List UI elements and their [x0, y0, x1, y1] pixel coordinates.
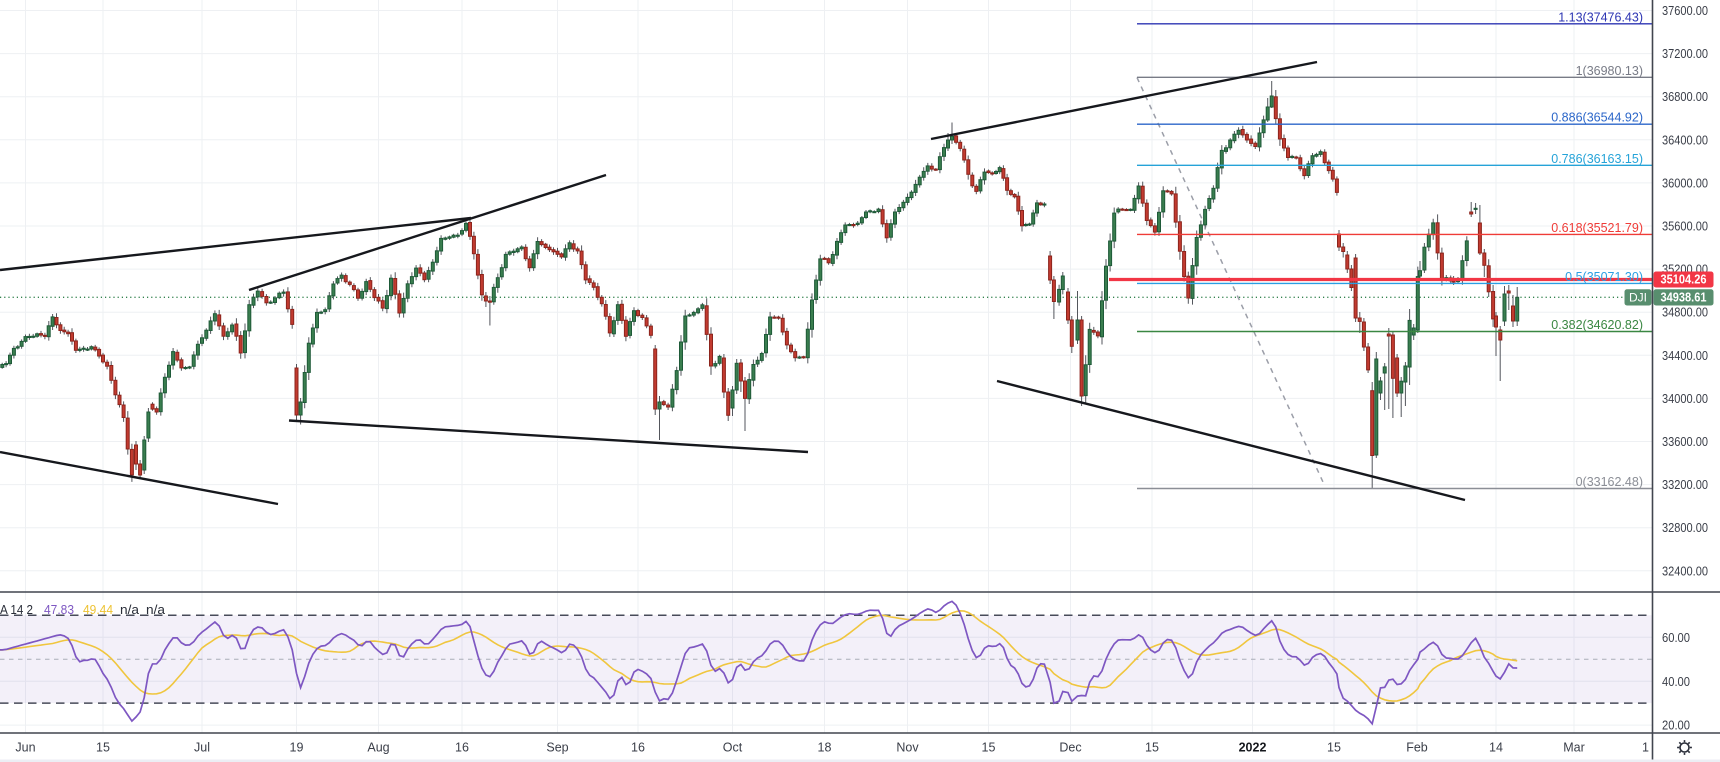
svg-text:Feb: Feb: [1406, 741, 1428, 755]
svg-text:0.786(36163.15): 0.786(36163.15): [1551, 152, 1643, 166]
svg-text:1: 1: [1642, 741, 1649, 755]
svg-text:40.00: 40.00: [1662, 675, 1690, 689]
svg-text:37200.00: 37200.00: [1662, 47, 1708, 61]
svg-text:32800.00: 32800.00: [1662, 521, 1708, 535]
svg-text:32400.00: 32400.00: [1662, 564, 1708, 578]
svg-text:2022: 2022: [1239, 741, 1267, 755]
svg-text:36400.00: 36400.00: [1662, 133, 1708, 147]
svg-text:1.13(37476.43): 1.13(37476.43): [1558, 10, 1643, 24]
svg-text:Jun: Jun: [15, 741, 35, 755]
svg-text:0.382(34620.82): 0.382(34620.82): [1551, 318, 1643, 332]
svg-text:37600.00: 37600.00: [1662, 4, 1708, 18]
svg-text:0.5(35071.30): 0.5(35071.30): [1565, 270, 1643, 284]
svg-text:Mar: Mar: [1563, 741, 1585, 755]
svg-text:33600.00: 33600.00: [1662, 435, 1708, 449]
svg-text:0.886(36544.92): 0.886(36544.92): [1551, 111, 1643, 125]
svg-text:1(36980.13): 1(36980.13): [1576, 64, 1643, 78]
svg-text:DJI: DJI: [1629, 290, 1647, 304]
svg-text:0(33162.48): 0(33162.48): [1576, 475, 1643, 489]
svg-text:33200.00: 33200.00: [1662, 478, 1708, 492]
svg-text:14: 14: [1489, 741, 1503, 755]
svg-text:60.00: 60.00: [1662, 631, 1690, 645]
svg-text:35104.26: 35104.26: [1661, 273, 1707, 287]
svg-text:16: 16: [631, 741, 645, 755]
svg-text:36800.00: 36800.00: [1662, 90, 1708, 104]
svg-text:34800.00: 34800.00: [1662, 306, 1708, 320]
svg-text:15: 15: [1145, 741, 1159, 755]
svg-text:16: 16: [455, 741, 469, 755]
svg-text:Oct: Oct: [723, 741, 743, 755]
svg-text:19: 19: [290, 741, 304, 755]
svg-text:15: 15: [982, 741, 996, 755]
svg-text:18: 18: [818, 741, 832, 755]
svg-text:Nov: Nov: [896, 741, 919, 755]
svg-text:Sep: Sep: [546, 741, 568, 755]
svg-text:35600.00: 35600.00: [1662, 220, 1708, 234]
svg-text:34000.00: 34000.00: [1662, 392, 1708, 406]
svg-text:Dec: Dec: [1059, 741, 1081, 755]
svg-text:20.00: 20.00: [1662, 719, 1690, 733]
svg-text:Jul: Jul: [194, 741, 210, 755]
svg-text:34400.00: 34400.00: [1662, 349, 1708, 363]
svg-text:Aug: Aug: [367, 741, 389, 755]
svg-text:36000.00: 36000.00: [1662, 176, 1708, 190]
svg-text:0.618(35521.79): 0.618(35521.79): [1551, 221, 1643, 235]
svg-text:34938.61: 34938.61: [1661, 291, 1707, 305]
svg-text:15: 15: [96, 741, 110, 755]
svg-text:15: 15: [1327, 741, 1341, 755]
